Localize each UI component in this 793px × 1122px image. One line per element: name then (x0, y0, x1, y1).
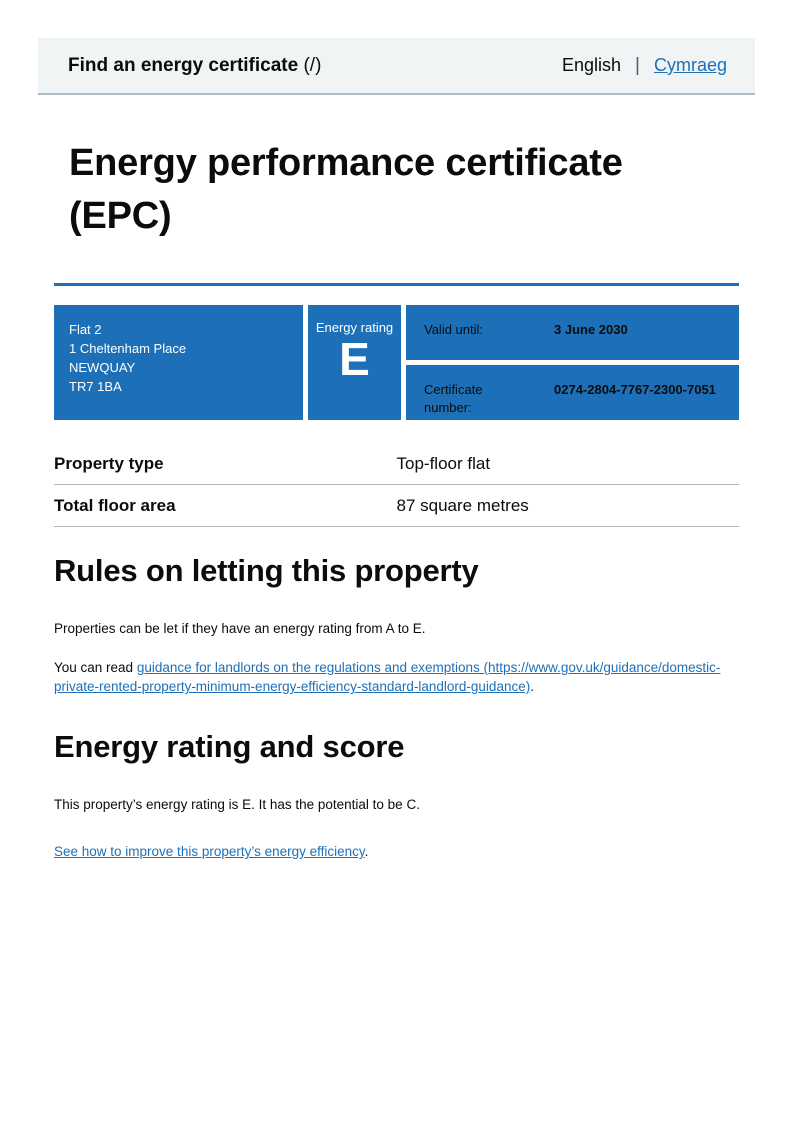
language-current-label: English (561, 55, 622, 75)
address-line-4: TR7 1BA (69, 379, 122, 394)
page-title: Energy performance certificate (EPC) (69, 142, 623, 237)
main-content: Energy performance certificate (EPC) Fla… (38, 137, 755, 861)
energy-rating-label: Energy rating (315, 320, 394, 335)
language-switcher: English | Cymraeg (562, 55, 727, 77)
certificate-number-label: Certificate number: (424, 382, 483, 415)
guidance-paragraph: You can read guidance for landlords on t… (54, 658, 739, 696)
certificate-info-panel: Valid until: 3 June 2030 Certificate num… (406, 305, 739, 420)
energy-rating-panel: Energy rating E (308, 305, 401, 420)
valid-until-value: 3 June 2030 (554, 322, 628, 337)
property-type-label: Property type (54, 454, 164, 473)
floor-area-label: Total floor area (54, 496, 176, 515)
guidance-link[interactable]: guidance for landlords on the regulation… (54, 660, 721, 694)
rules-paragraph: Properties can be let if they have an en… (54, 621, 426, 636)
guidance-text-prefix: You can read (54, 660, 137, 675)
energy-rating-value: E (339, 333, 370, 385)
improve-link-suffix: . (364, 844, 369, 859)
valid-until-label: Valid until: (424, 322, 484, 337)
improve-link[interactable]: See how to improve this property’s energ… (54, 844, 365, 859)
guidance-text-suffix: . (530, 679, 534, 694)
address-block: Flat 2 1 Cheltenham Place NEWQUAY TR7 1B… (54, 305, 303, 420)
section-divider (54, 283, 739, 286)
page-container: Find an energy certificate (/) English |… (38, 38, 755, 861)
address-line-1: Flat 2 (69, 322, 102, 337)
valid-until-row: Valid until: 3 June 2030 (406, 305, 739, 360)
rating-section-heading: Energy rating and score (54, 729, 405, 764)
cymraeg-link[interactable]: Cymraeg (653, 55, 727, 75)
service-name-text: Find an energy certificate (68, 54, 299, 76)
certificate-number-row: Certificate number: 0274-2804-7767-2300-… (406, 365, 739, 420)
improve-paragraph: See how to improve this property’s energ… (54, 842, 739, 861)
service-name-link[interactable]: Find an energy certificate (/) (68, 55, 321, 77)
table-row: Total floor area 87 square metres (54, 485, 739, 527)
rules-section-heading: Rules on letting this property (54, 553, 479, 588)
site-header: Find an energy certificate (/) English |… (38, 38, 755, 95)
address-line-3: NEWQUAY (69, 360, 136, 375)
service-url-suffix: (/) (298, 54, 322, 76)
property-type-value: Top-floor flat (396, 454, 491, 473)
rating-paragraph: This property’s energy rating is E. It h… (54, 797, 420, 812)
property-details-table: Property type Top-floor flat Total floor… (54, 443, 739, 527)
table-row: Property type Top-floor flat (54, 443, 739, 485)
language-separator: | (635, 54, 640, 76)
address-line-2: 1 Cheltenham Place (69, 341, 187, 356)
certificate-number-value: 0274-2804-7767-2300-7051 (554, 382, 716, 397)
floor-area-value: 87 square metres (396, 496, 529, 515)
certificate-summary-box: Flat 2 1 Cheltenham Place NEWQUAY TR7 1B… (54, 305, 739, 420)
